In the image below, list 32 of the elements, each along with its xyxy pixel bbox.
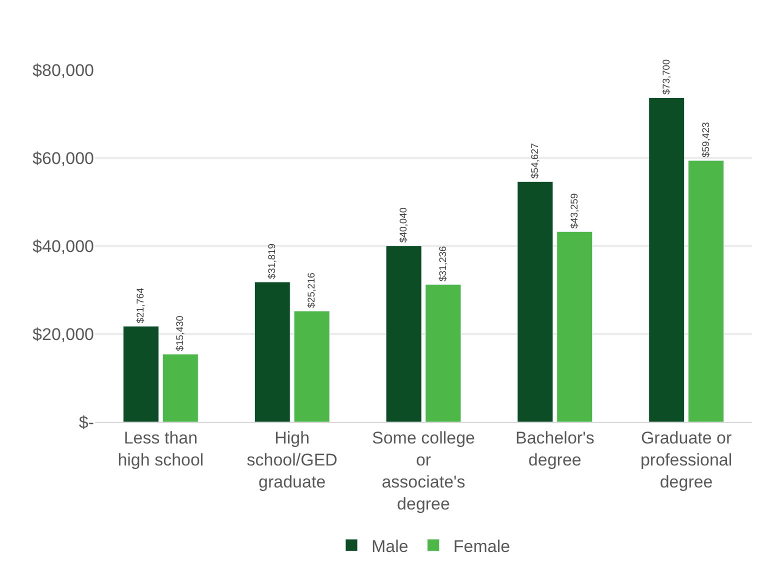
- data-label: $59,423: [700, 122, 712, 158]
- bar: [162, 354, 198, 422]
- x-tick-label: Less than high school: [118, 428, 204, 470]
- y-tick-label: $80,000: [32, 60, 94, 80]
- bar: [386, 246, 422, 422]
- bar: [294, 310, 330, 422]
- x-tick-label: Bachelor's degree: [515, 428, 594, 470]
- y-tick-label: $20,000: [32, 324, 94, 344]
- x-tick-label: Graduate or professional degree: [640, 428, 732, 492]
- x-tick-label: Some college or associate's degree: [372, 428, 476, 514]
- y-tick-label: $40,000: [32, 236, 94, 256]
- data-label: $31,819: [267, 244, 278, 279]
- data-label: $21,764: [136, 287, 147, 324]
- legend-label: Male: [372, 536, 408, 556]
- data-label: $15,430: [175, 315, 186, 352]
- data-label: $40,040: [398, 206, 410, 243]
- bar: [425, 284, 462, 422]
- bar: [254, 282, 290, 422]
- bar: [648, 97, 685, 422]
- data-label: $25,216: [306, 272, 318, 308]
- bar: [123, 326, 159, 422]
- data-label: $31,236: [438, 246, 449, 282]
- bar: [556, 231, 593, 422]
- data-label: $43,259: [569, 193, 580, 229]
- x-tick-label: High school/GED graduate: [246, 428, 338, 492]
- data-label: $54,627: [530, 143, 541, 179]
- bar: [517, 181, 554, 422]
- y-tick-label: $60,000: [32, 148, 94, 168]
- bar: [688, 160, 724, 422]
- legend-label: Female: [453, 536, 510, 556]
- y-tick-label: $-: [78, 412, 94, 432]
- data-label: $73,700: [661, 58, 672, 95]
